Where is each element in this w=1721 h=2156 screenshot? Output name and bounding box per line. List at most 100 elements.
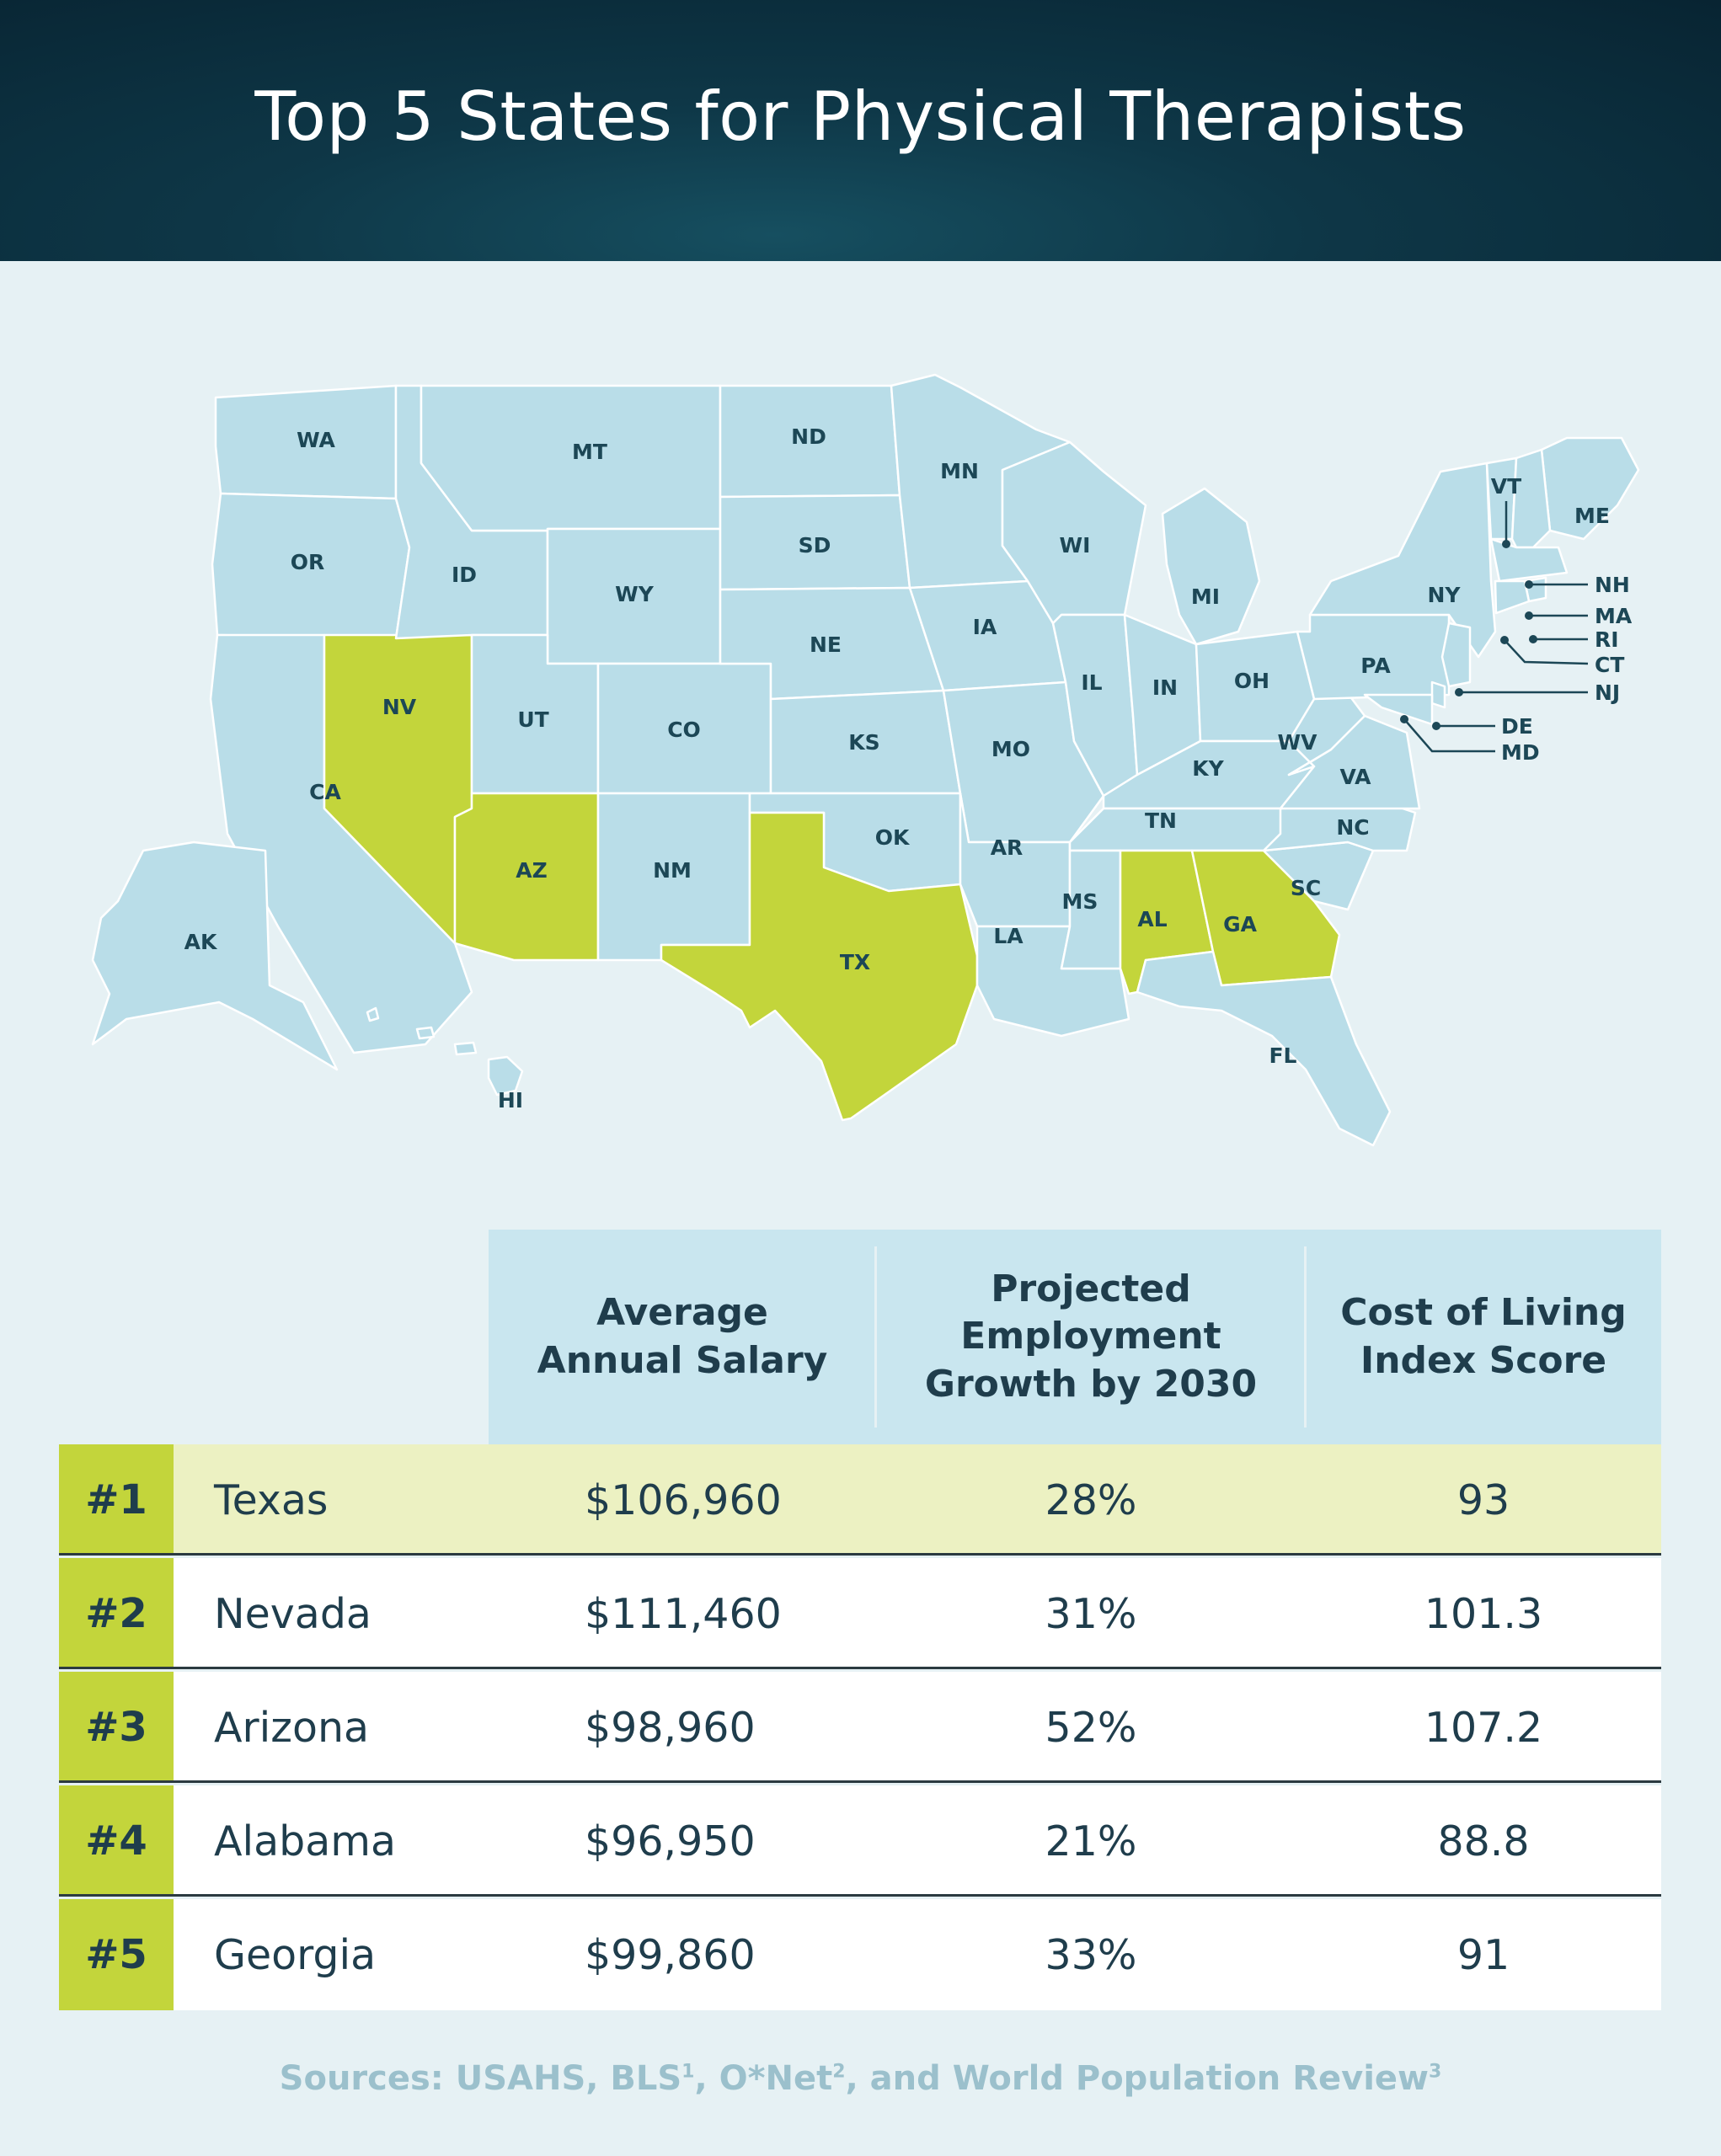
label-GA: GA <box>1223 912 1258 937</box>
growth-value: 52% <box>1045 1703 1137 1752</box>
sources-note: Sources: USAHS, BLS1, O*Net2, and World … <box>0 2059 1721 2098</box>
row-divider <box>59 1894 1661 1897</box>
label-NE: NE <box>810 632 842 657</box>
sources-text: Sources: USAHS, BLS <box>279 2059 682 2098</box>
label-AZ: AZ <box>516 858 547 883</box>
label-ND: ND <box>791 424 826 449</box>
state-NJ <box>1440 622 1472 688</box>
rank-badge: #5 <box>59 1899 174 2010</box>
state-CT <box>1494 579 1531 615</box>
sources-text-3: , and World Population Review <box>845 2059 1430 2098</box>
label-SD: SD <box>799 533 831 558</box>
state-FL <box>1136 950 1392 1147</box>
label-NH: NH <box>1595 573 1630 597</box>
salary-value: $99,860 <box>585 1930 756 1979</box>
label-OK: OK <box>875 825 911 850</box>
label-AL: AL <box>1137 907 1167 931</box>
col-value: 91 <box>1456 1930 1510 1979</box>
label-ID: ID <box>452 563 477 587</box>
state-TX <box>660 811 979 1122</box>
state-HI-1 <box>366 1006 380 1022</box>
state-HI-3 <box>453 1041 478 1056</box>
rank-badge: #1 <box>59 1444 174 1556</box>
salary-value: $106,960 <box>585 1476 782 1524</box>
label-NC: NC <box>1336 815 1369 840</box>
state-MT <box>420 384 722 532</box>
sources-footnote-1: 1 <box>681 2061 695 2083</box>
label-HI: HI <box>498 1088 523 1113</box>
table-row: #1 Texas $106,960 28% 93 <box>59 1444 1661 1556</box>
label-VA: VA <box>1340 765 1372 789</box>
label-MT: MT <box>572 440 607 464</box>
col-value: 107.2 <box>1424 1703 1543 1752</box>
header-divider <box>874 1246 877 1428</box>
header-banner: Top 5 States for Physical Therapists <box>0 0 1721 261</box>
label-MO: MO <box>991 737 1030 761</box>
sources-footnote-3: 3 <box>1429 2061 1442 2083</box>
page-title: Top 5 States for Physical Therapists <box>254 77 1467 156</box>
label-MD: MD <box>1501 740 1540 765</box>
label-NV: NV <box>382 695 417 719</box>
rank-badge: #4 <box>59 1785 174 1897</box>
table-row: #4 Alabama $96,950 21% 88.8 <box>59 1785 1661 1897</box>
state-HI-4 <box>487 1055 524 1097</box>
label-AK: AK <box>184 930 218 954</box>
us-map: WA OR CA NV ID MT WY UT AZ CO NM ND SD N… <box>91 373 1640 1147</box>
salary-value: $96,950 <box>585 1817 756 1865</box>
label-KS: KS <box>848 730 879 755</box>
label-CT: CT <box>1595 653 1624 677</box>
table-row: #5 Georgia $99,860 33% 91 <box>59 1899 1661 2010</box>
rank-badge: #2 <box>59 1558 174 1669</box>
label-WY: WY <box>615 582 655 606</box>
state-HI-2 <box>415 1026 436 1040</box>
label-KY: KY <box>1192 756 1224 781</box>
label-PA: PA <box>1360 654 1391 678</box>
state-MD <box>1363 693 1434 726</box>
label-WA: WA <box>297 428 335 452</box>
header-salary: Average Annual Salary <box>489 1230 876 1444</box>
state-ME <box>1540 436 1640 541</box>
growth-value: 21% <box>1045 1817 1137 1865</box>
label-FL: FL <box>1269 1043 1296 1068</box>
state-name: Texas <box>214 1476 329 1524</box>
label-ME: ME <box>1574 504 1610 528</box>
label-NY: NY <box>1427 583 1461 607</box>
header-growth: Projected Employment Growth by 2030 <box>876 1230 1306 1444</box>
sources-footnote-2: 2 <box>832 2061 846 2083</box>
label-LA: LA <box>993 924 1024 948</box>
growth-value: 33% <box>1045 1930 1137 1979</box>
label-OH: OH <box>1234 669 1269 693</box>
state-MA <box>1489 537 1569 583</box>
sources-text-2: , O*Net <box>694 2059 833 2098</box>
label-DE: DE <box>1501 714 1533 739</box>
label-MS: MS <box>1062 889 1098 914</box>
col-value: 93 <box>1456 1476 1510 1524</box>
state-shapes <box>91 373 1640 1147</box>
label-RI: RI <box>1595 627 1619 652</box>
label-OR: OR <box>291 550 325 574</box>
label-IN: IN <box>1152 675 1178 700</box>
label-MA: MA <box>1595 604 1633 628</box>
row-divider <box>59 1667 1661 1669</box>
table-row: #2 Nevada $111,460 31% 101.3 <box>59 1558 1661 1669</box>
salary-value: $111,460 <box>585 1589 782 1638</box>
label-SC: SC <box>1291 876 1321 900</box>
salary-value: $98,960 <box>585 1703 756 1752</box>
state-MS <box>1060 849 1122 970</box>
header-col: Cost of Living Index Score <box>1306 1230 1661 1444</box>
label-NM: NM <box>653 858 692 883</box>
state-name: Alabama <box>214 1817 397 1865</box>
label-WI: WI <box>1060 533 1091 558</box>
label-MI: MI <box>1191 584 1220 609</box>
state-MI <box>1161 487 1261 646</box>
label-TN: TN <box>1145 808 1177 833</box>
label-TX: TX <box>840 950 870 974</box>
label-UT: UT <box>517 707 548 732</box>
label-CO: CO <box>667 718 701 742</box>
state-labels: WA OR CA NV ID MT WY UT AZ CO NM ND SD N… <box>184 424 1633 1113</box>
label-AR: AR <box>991 835 1024 860</box>
growth-value: 31% <box>1045 1589 1137 1638</box>
label-CA: CA <box>309 780 341 804</box>
state-name: Nevada <box>214 1589 371 1638</box>
label-VT: VT <box>1491 474 1521 499</box>
